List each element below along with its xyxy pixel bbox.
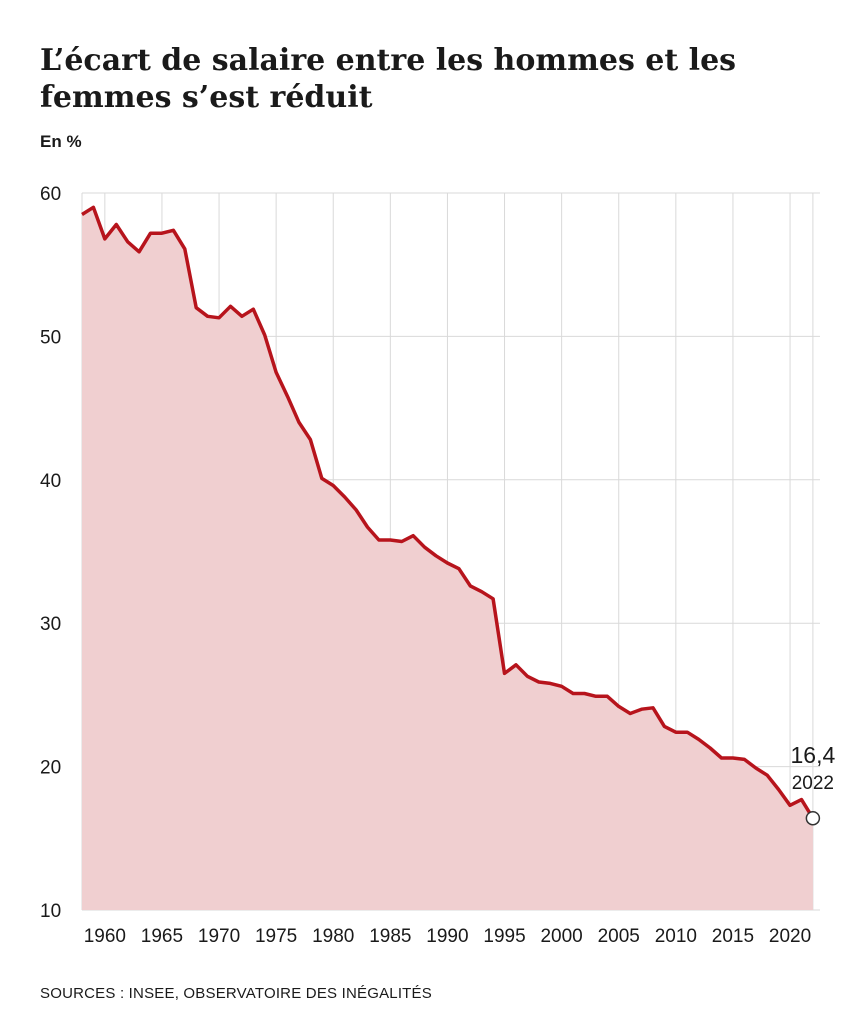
x-tick-label: 1965 [141,926,183,947]
y-tick-label: 30 [40,614,61,635]
y-tick-label: 20 [40,758,61,779]
chart-unit-label: En % [40,132,82,151]
area-fill [82,207,813,911]
x-tick-label: 1980 [312,926,354,947]
x-tick-label: 1960 [84,926,126,947]
x-tick-label: 1995 [483,926,525,947]
x-tick-label: 2005 [598,926,640,947]
y-tick-label: 10 [40,901,61,922]
line-area-chart: 10 20 30 40 50 60 1960 1965 1970 1975 1980 1985 199… [40,184,835,947]
x-tick-label: 1985 [369,926,411,947]
x-tick-label: 2000 [540,926,582,947]
last-point-marker [805,810,821,826]
x-tick-label: 2020 [769,926,811,947]
x-tick-label: 1970 [198,926,240,947]
x-tick-label: 2010 [655,926,697,947]
y-axis-ticks: 10 20 30 40 50 60 [40,184,61,922]
x-tick-label: 1990 [426,926,468,947]
chart-title: L’écart de salaire entre les hommes et l… [40,43,737,115]
x-tick-label: 1975 [255,926,297,947]
y-tick-label: 40 [40,471,61,492]
source-note: SOURCES : INSEE, OBSERVATOIRE DES INÉGAL… [40,985,432,1002]
y-tick-label: 60 [40,184,61,205]
y-tick-label: 50 [40,327,61,348]
last-year-label: 2022 [792,773,834,794]
x-axis-ticks: 1960 1965 1970 1975 1980 1985 1990 1995 2000 2005… [84,926,811,947]
series-line [81,205,815,820]
last-value-label: 16,4 [790,742,835,768]
x-tick-label: 2015 [712,926,754,947]
